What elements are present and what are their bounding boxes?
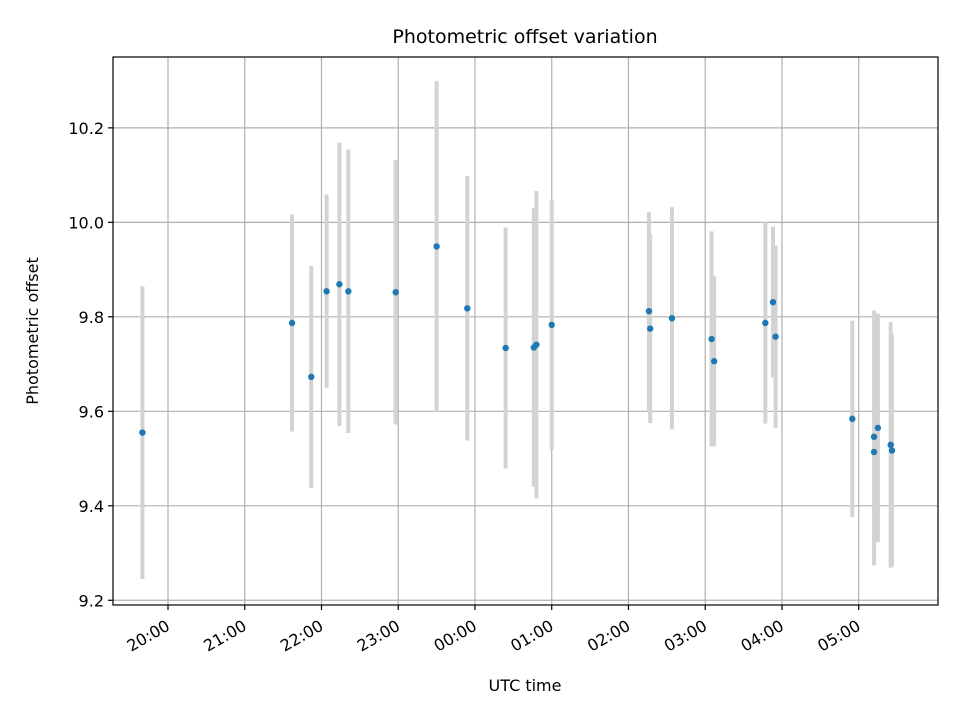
data-point <box>548 321 555 329</box>
data-point <box>874 424 882 432</box>
y-tick-label: 10.2 <box>68 119 104 138</box>
data-point <box>769 298 777 306</box>
chart-title: Photometric offset variation <box>392 26 657 48</box>
plot-frame <box>112 56 939 606</box>
data-point <box>708 335 715 343</box>
data-point <box>870 433 878 441</box>
data-point <box>888 447 896 454</box>
data-point <box>392 289 399 296</box>
data-point <box>288 319 296 327</box>
data-points <box>139 243 896 456</box>
data-point <box>870 448 878 456</box>
data-point <box>139 429 146 436</box>
data-point <box>323 288 330 295</box>
grid <box>113 57 938 605</box>
y-tick-label: 10.0 <box>68 213 104 232</box>
data-point <box>502 344 509 352</box>
data-point <box>772 333 779 340</box>
data-point <box>533 341 540 348</box>
y-tick-label: 9.2 <box>79 591 104 610</box>
data-point <box>433 243 440 250</box>
data-point <box>668 315 676 322</box>
data-point <box>345 288 352 295</box>
y-axis: 9.2 9.4 9.6 9.8 10.0 10.2 <box>68 119 113 610</box>
data-point <box>336 281 343 288</box>
x-axis-label: UTC time <box>489 676 562 695</box>
y-tick-label: 9.8 <box>79 308 104 327</box>
data-point <box>762 319 769 327</box>
y-tick-label: 9.4 <box>79 497 104 516</box>
data-point <box>464 305 471 312</box>
data-point <box>308 373 315 381</box>
y-tick-label: 9.6 <box>79 402 104 421</box>
data-point <box>710 358 718 365</box>
data-point <box>887 441 894 449</box>
data-point <box>849 415 856 423</box>
y-axis-label: Photometric offset <box>23 257 42 405</box>
data-point <box>647 325 654 332</box>
data-point <box>645 307 653 315</box>
